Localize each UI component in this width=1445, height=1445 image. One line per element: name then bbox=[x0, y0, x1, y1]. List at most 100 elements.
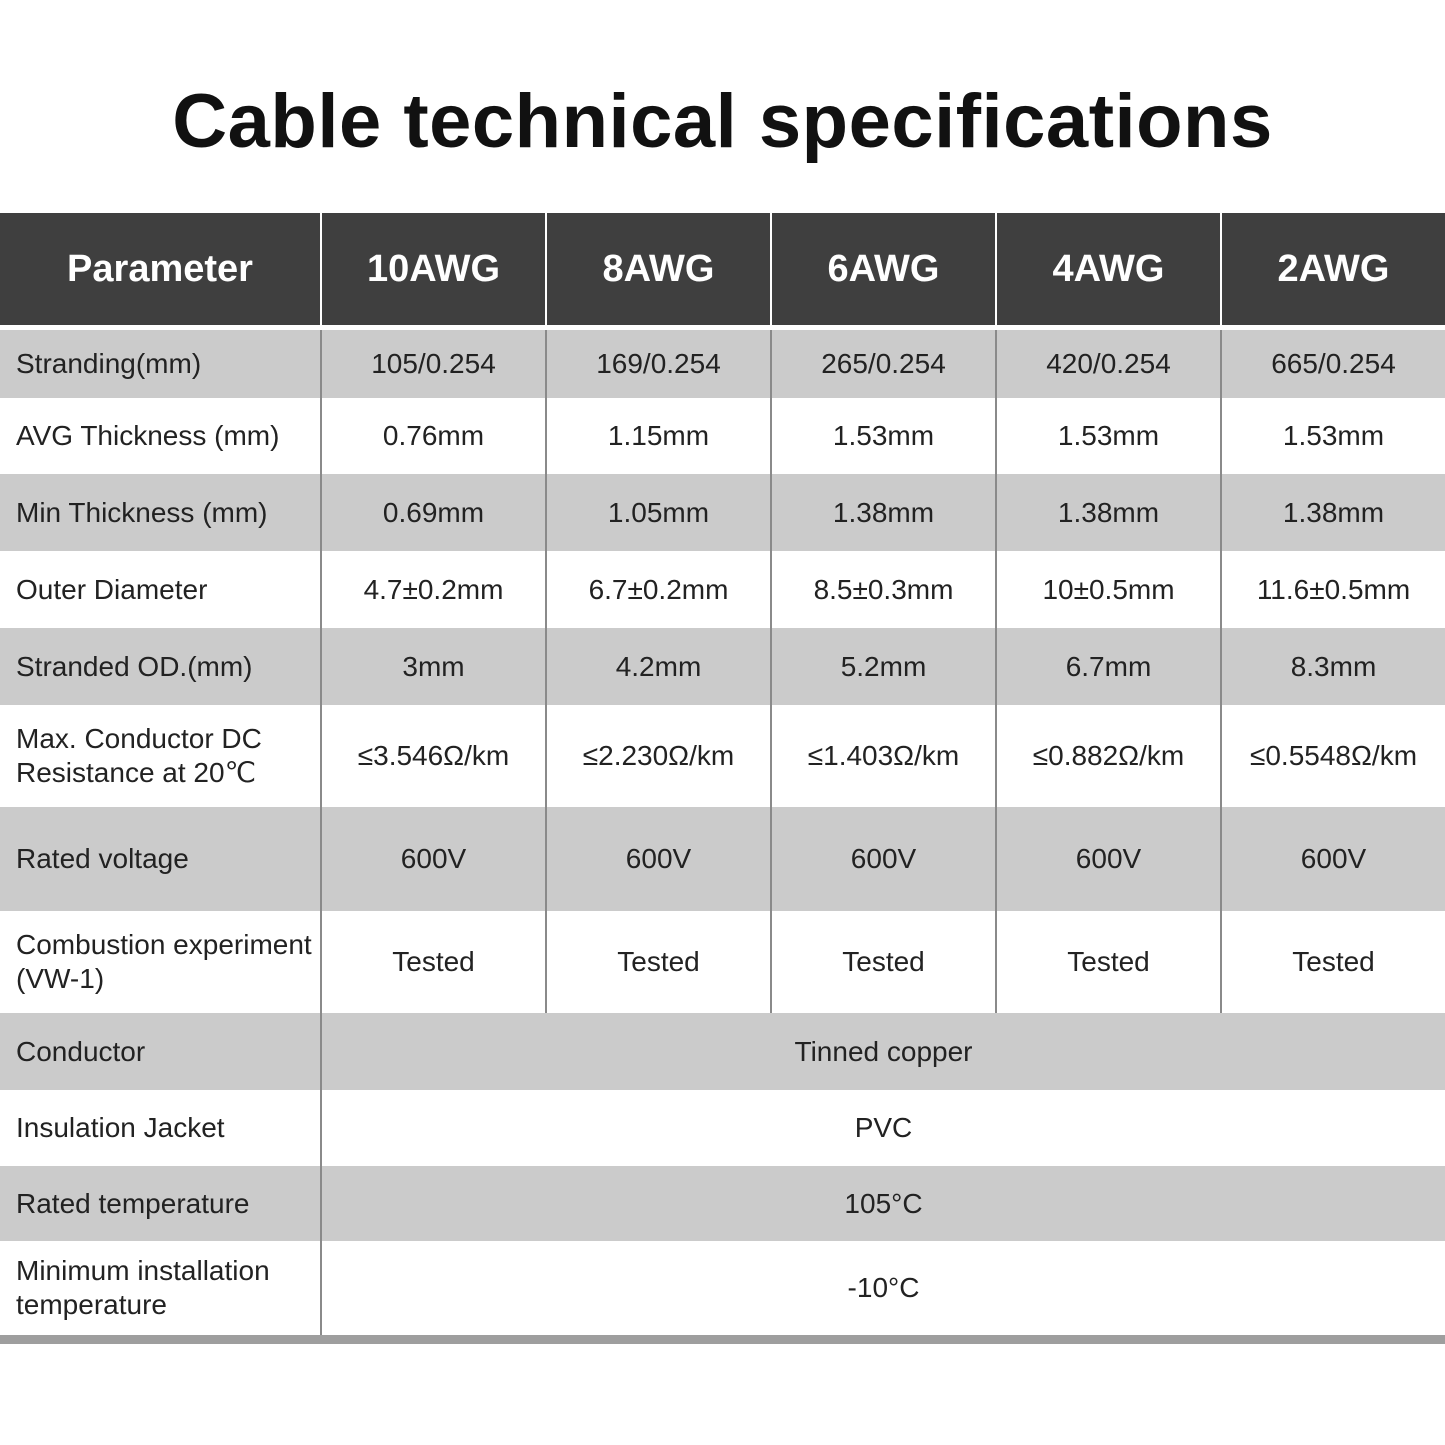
table-row: Rated voltage 600V 600V 600V 600V 600V bbox=[0, 807, 1445, 911]
column-divider bbox=[770, 398, 772, 474]
value-cell: 105/0.254 bbox=[322, 330, 545, 398]
value-cell: 4.2mm bbox=[547, 628, 770, 705]
parameter-label: Rated temperature bbox=[0, 1166, 320, 1241]
column-divider bbox=[770, 807, 772, 911]
column-divider bbox=[770, 330, 772, 398]
parameter-label: Stranding(mm) bbox=[0, 330, 320, 398]
parameter-label: AVG Thickness (mm) bbox=[0, 398, 320, 474]
parameter-label: Rated voltage bbox=[0, 807, 320, 911]
value-cell: 600V bbox=[322, 807, 545, 911]
column-divider bbox=[545, 213, 547, 325]
merged-value-cell: Tinned copper bbox=[322, 1013, 1445, 1090]
value-cell: ≤0.5548Ω/km bbox=[1222, 705, 1445, 807]
value-cell: 665/0.254 bbox=[1222, 330, 1445, 398]
column-divider bbox=[320, 398, 322, 474]
column-divider bbox=[320, 330, 322, 398]
value-cell: 1.53mm bbox=[1222, 398, 1445, 474]
value-cell: 0.69mm bbox=[322, 474, 545, 551]
column-divider bbox=[545, 807, 547, 911]
table-row: Max. Conductor DC Resistance at 20℃ ≤3.54… bbox=[0, 705, 1445, 807]
parameter-label: Max. Conductor DC Resistance at 20℃ bbox=[0, 705, 320, 807]
column-divider bbox=[545, 628, 547, 705]
value-cell: ≤3.546Ω/km bbox=[322, 705, 545, 807]
column-divider bbox=[545, 911, 547, 1013]
page-title: Cable technical specifications bbox=[172, 79, 1273, 164]
table-row: Outer Diameter 4.7±0.2mm 6.7±0.2mm 8.5±0.3m… bbox=[0, 551, 1445, 628]
value-cell: 11.6±0.5mm bbox=[1222, 551, 1445, 628]
merged-value-cell: -10°C bbox=[322, 1241, 1445, 1335]
column-divider bbox=[320, 213, 322, 325]
value-cell: 600V bbox=[997, 807, 1220, 911]
column-divider bbox=[995, 807, 997, 911]
column-divider bbox=[320, 807, 322, 911]
value-cell: 600V bbox=[547, 807, 770, 911]
column-divider bbox=[320, 551, 322, 628]
merged-value-cell: 105°C bbox=[322, 1166, 1445, 1241]
column-divider bbox=[545, 705, 547, 807]
table-row: AVG Thickness (mm) 0.76mm 1.15mm 1.53mm 1.53… bbox=[0, 398, 1445, 474]
column-header: 4AWG bbox=[997, 213, 1220, 325]
column-header: 8AWG bbox=[547, 213, 770, 325]
column-divider bbox=[545, 551, 547, 628]
column-header: 6AWG bbox=[772, 213, 995, 325]
column-divider bbox=[1220, 628, 1222, 705]
table-row: Combustion experiment (VW-1) Tested Tested… bbox=[0, 911, 1445, 1013]
column-divider bbox=[995, 628, 997, 705]
value-cell: 1.53mm bbox=[772, 398, 995, 474]
value-cell: 1.53mm bbox=[997, 398, 1220, 474]
column-header: 2AWG bbox=[1222, 213, 1445, 325]
column-divider bbox=[320, 474, 322, 551]
value-cell: Tested bbox=[772, 911, 995, 1013]
value-cell: 5.2mm bbox=[772, 628, 995, 705]
column-divider bbox=[320, 1241, 322, 1335]
column-divider bbox=[320, 705, 322, 807]
parameter-label: Stranded OD.(mm) bbox=[0, 628, 320, 705]
column-divider bbox=[995, 474, 997, 551]
value-cell: 6.7mm bbox=[997, 628, 1220, 705]
table-row: Rated temperature 105°C bbox=[0, 1166, 1445, 1241]
value-cell: Tested bbox=[1222, 911, 1445, 1013]
value-cell: Tested bbox=[322, 911, 545, 1013]
value-cell: ≤1.403Ω/km bbox=[772, 705, 995, 807]
value-cell: 1.38mm bbox=[997, 474, 1220, 551]
table-row: Conductor Tinned copper bbox=[0, 1013, 1445, 1090]
column-divider bbox=[320, 1090, 322, 1166]
value-cell: 1.38mm bbox=[1222, 474, 1445, 551]
value-cell: 3mm bbox=[322, 628, 545, 705]
value-cell: 600V bbox=[772, 807, 995, 911]
table-row: Stranding(mm) 105/0.254 169/0.254 265/0.254… bbox=[0, 330, 1445, 398]
column-divider bbox=[770, 551, 772, 628]
parameter-label: Insulation Jacket bbox=[0, 1090, 320, 1166]
parameter-label: Min Thickness (mm) bbox=[0, 474, 320, 551]
value-cell: 265/0.254 bbox=[772, 330, 995, 398]
parameter-label: Outer Diameter bbox=[0, 551, 320, 628]
value-cell: ≤2.230Ω/km bbox=[547, 705, 770, 807]
value-cell: 6.7±0.2mm bbox=[547, 551, 770, 628]
value-cell: 0.76mm bbox=[322, 398, 545, 474]
value-cell: 600V bbox=[1222, 807, 1445, 911]
column-divider bbox=[1220, 807, 1222, 911]
column-divider bbox=[995, 551, 997, 628]
column-divider bbox=[770, 213, 772, 325]
merged-value-cell: PVC bbox=[322, 1090, 1445, 1166]
value-cell: 420/0.254 bbox=[997, 330, 1220, 398]
value-cell: 4.7±0.2mm bbox=[322, 551, 545, 628]
parameter-header: Parameter bbox=[0, 213, 320, 325]
value-cell: ≤0.882Ω/km bbox=[997, 705, 1220, 807]
column-divider bbox=[545, 474, 547, 551]
value-cell: 1.38mm bbox=[772, 474, 995, 551]
column-divider bbox=[995, 705, 997, 807]
column-divider bbox=[320, 911, 322, 1013]
table-row: Stranded OD.(mm) 3mm 4.2mm 5.2mm 6.7mm 8.3mm bbox=[0, 628, 1445, 705]
table-bottom-bar bbox=[0, 1335, 1445, 1344]
parameter-label: Combustion experiment (VW-1) bbox=[0, 911, 320, 1013]
table-row: Min Thickness (mm) 0.69mm 1.05mm 1.38mm 1.38… bbox=[0, 474, 1445, 551]
column-divider bbox=[1220, 330, 1222, 398]
column-divider bbox=[1220, 213, 1222, 325]
column-divider bbox=[995, 213, 997, 325]
column-divider bbox=[320, 1166, 322, 1241]
column-divider bbox=[770, 911, 772, 1013]
column-divider bbox=[1220, 551, 1222, 628]
value-cell: 169/0.254 bbox=[547, 330, 770, 398]
value-cell: 1.15mm bbox=[547, 398, 770, 474]
